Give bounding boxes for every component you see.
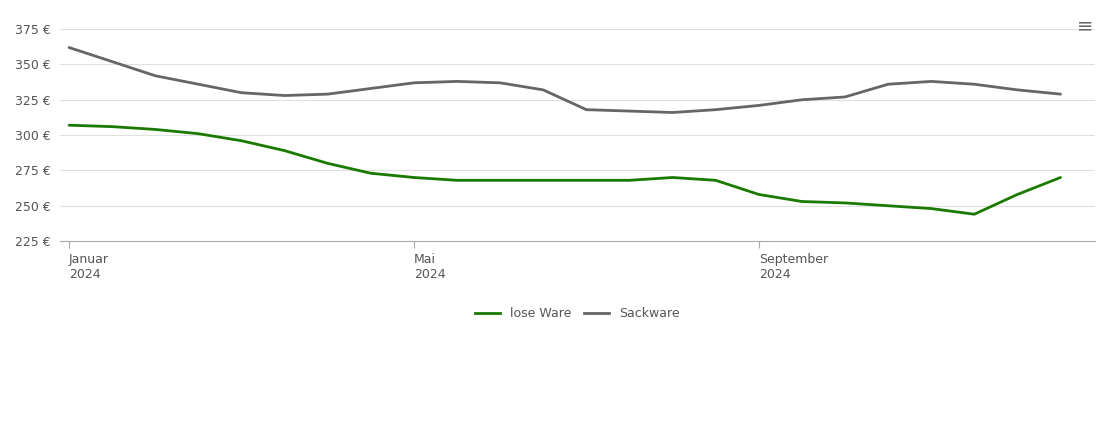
Legend: lose Ware, Sackware: lose Ware, Sackware bbox=[471, 302, 685, 325]
Text: ≡: ≡ bbox=[1077, 17, 1093, 36]
